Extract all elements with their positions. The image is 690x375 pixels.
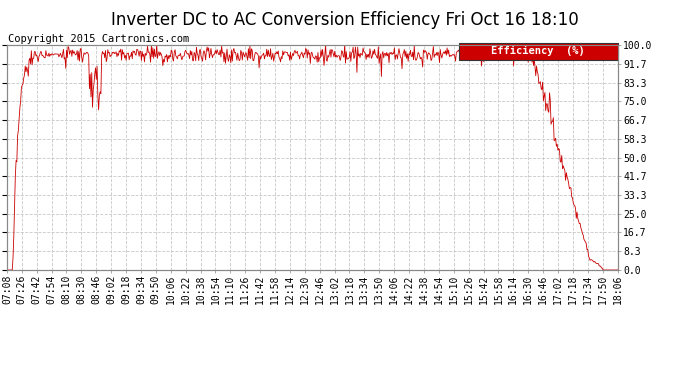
- FancyBboxPatch shape: [459, 43, 618, 60]
- Text: Inverter DC to AC Conversion Efficiency Fri Oct 16 18:10: Inverter DC to AC Conversion Efficiency …: [111, 11, 579, 29]
- Text: Efficiency  (%): Efficiency (%): [491, 46, 585, 56]
- Text: Copyright 2015 Cartronics.com: Copyright 2015 Cartronics.com: [8, 34, 189, 44]
